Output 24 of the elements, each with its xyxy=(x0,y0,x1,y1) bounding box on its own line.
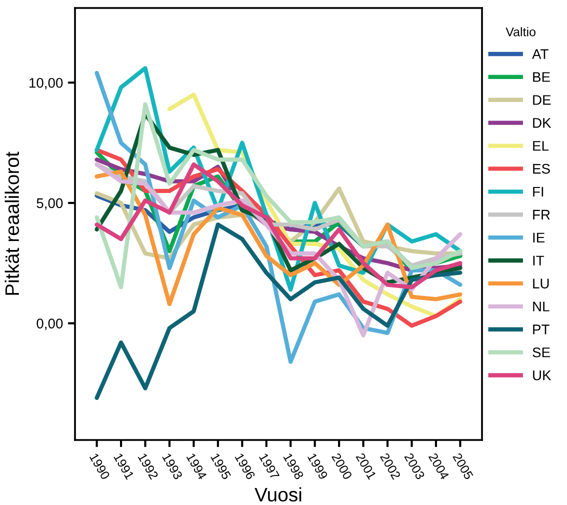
legend-label: DK xyxy=(533,118,552,128)
x-axis-title: Vuosi xyxy=(254,487,302,502)
legend-label: PT xyxy=(533,324,550,334)
legend-label: IE xyxy=(533,232,545,242)
legend-label: BE xyxy=(533,72,550,82)
legend-label: ES xyxy=(533,164,550,174)
y-tick-label: 10,00 xyxy=(30,78,63,90)
line-series xyxy=(94,222,462,400)
legend-label: FI xyxy=(533,186,544,197)
legend-label: IT xyxy=(533,256,544,266)
legend-label: LU xyxy=(533,278,549,288)
legend-label: UK xyxy=(533,370,552,380)
y-tick-label: 0,00 xyxy=(36,318,63,330)
legend-label: DE xyxy=(533,95,551,105)
y-tick-label: 5,00 xyxy=(36,198,63,210)
legend-label: FR xyxy=(533,210,550,220)
legend-label: SE xyxy=(532,347,550,358)
legend-title: Valtio xyxy=(506,27,536,36)
y-axis-title: Pitkät reaalikorot xyxy=(4,152,20,295)
legend-label: NL xyxy=(533,302,550,312)
line-series xyxy=(94,170,462,306)
line-series xyxy=(94,162,462,290)
legend-label: AT xyxy=(532,49,548,59)
legend-label: EL xyxy=(533,141,549,151)
